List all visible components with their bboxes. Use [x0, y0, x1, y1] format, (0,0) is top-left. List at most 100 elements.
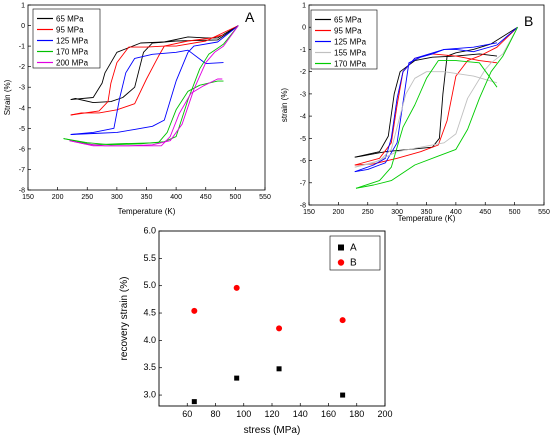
x-tick-label: 180	[349, 409, 364, 419]
chart-panel-scatter: 60 80 100 120 140 160 180 200 3.0 3.5 4.0 4.5 5.0 5.5…	[119, 226, 393, 437]
legend-scatter: AB	[329, 235, 381, 271]
series-group-scatter	[191, 284, 346, 405]
chart-panel-b: 150 200 250 300 350 400 450 500 550 -8 -7 -6 -5 -4 -3 -…	[280, 3, 550, 224]
y-tick-label: 5.5	[143, 253, 156, 263]
x-tick-label: 500	[230, 194, 242, 201]
y-tick-label: -7	[300, 180, 306, 187]
y-tick-label: -5	[300, 136, 306, 143]
x-tick-label: 500	[509, 209, 521, 216]
axes-a: 150 200 250 300 350 400 450 500 550 -8 -7 -6 -5 -4 -3 -…	[19, 3, 271, 202]
y-axis-label-scatter: recovery strain (%)	[119, 277, 130, 361]
legend-label: 65 MPa	[334, 16, 362, 25]
y-tick-label: -2	[19, 64, 25, 71]
series-line-65-mpa-cooling	[354, 26, 518, 158]
legend-label: 170 MPa	[334, 60, 367, 69]
series-line-125-mpa-cooling	[354, 26, 518, 173]
x-tick-label: 200	[377, 409, 392, 419]
y-tick-label: -6	[19, 146, 25, 153]
x-tick-label: 140	[293, 409, 308, 419]
panel-label-a: A	[245, 9, 255, 25]
y-tick-label: -2	[300, 69, 306, 76]
x-axis-label-a: Temperature (K)	[118, 207, 176, 216]
y-tick-label: 0	[21, 23, 25, 30]
x-tick-label: 250	[81, 194, 93, 201]
legend-label: 95 MPa	[334, 27, 362, 36]
legend-label: B	[350, 258, 357, 269]
y-tick-label: 3.5	[143, 362, 156, 372]
legend-label: 125 MPa	[56, 37, 89, 46]
x-tick-label: 160	[321, 409, 336, 419]
y-tick-label: -4	[19, 105, 25, 112]
x-axis-label-scatter: stress (MPa)	[244, 425, 301, 436]
x-axis-label-b: Temperature (K)	[398, 214, 456, 223]
x-tick-label: 400	[450, 209, 462, 216]
x-tick-label: 200	[333, 209, 345, 216]
x-tick-label: 450	[200, 194, 212, 201]
series-line-95-mpa-heating	[70, 34, 224, 116]
x-tick-label: 350	[421, 209, 433, 216]
data-point-b	[191, 307, 198, 314]
y-tick-label: 4.0	[143, 335, 156, 345]
y-tick-label: 1	[302, 3, 306, 10]
y-tick-label: 3.0	[143, 390, 156, 400]
series-line-200-mpa-heating	[69, 78, 223, 147]
data-point-a	[234, 375, 240, 381]
x-tick-label: 150	[303, 209, 315, 216]
y-tick-label: 5.0	[143, 280, 156, 290]
x-tick-label: 300	[111, 194, 123, 201]
data-point-b	[276, 325, 283, 332]
x-tick-label: 80	[210, 409, 220, 419]
series-line-170-mpa-cooling	[355, 26, 519, 189]
x-tick-label: 550	[259, 194, 271, 201]
y-tick-label: 4.5	[143, 308, 156, 318]
x-tick-label: 550	[538, 209, 550, 216]
legend-label: A	[350, 243, 357, 254]
y-tick-label: -8	[300, 203, 306, 210]
y-axis-label-b: strain (%)	[280, 88, 289, 123]
axes-b: 150 200 250 300 350 400 450 500 550 -8 -7 -6 -5 -4 -3 -…	[300, 3, 550, 217]
axes-scatter: 60 80 100 120 140 160 180 200 3.0 3.5 4.0 4.5 5.0 5.5…	[143, 226, 392, 420]
series-line-65-mpa-heating	[354, 53, 498, 158]
y-tick-label: -6	[300, 158, 306, 165]
legend-a: 65 MPa 95 MPa 125 MPa 170 MPa 200 MPa	[32, 8, 101, 69]
legend-label: 155 MPa	[334, 49, 367, 58]
y-axis-label-a: Strain (%)	[3, 79, 12, 115]
x-tick-label: 300	[391, 209, 403, 216]
legend-label: 95 MPa	[56, 26, 84, 35]
series-line-125-mpa-heating	[354, 42, 498, 173]
x-tick-label: 60	[182, 409, 192, 419]
series-line-155-mpa-heating	[354, 71, 498, 168]
data-point-a	[340, 392, 346, 398]
legend-label: 125 MPa	[334, 38, 367, 47]
x-tick-label: 250	[362, 209, 374, 216]
x-tick-label: 120	[264, 409, 279, 419]
series-group-a	[63, 25, 239, 147]
x-tick-label: 350	[141, 194, 153, 201]
chart-panel-a: 150 200 250 300 350 400 450 500 550 -8 -7 -6 -5 -4 -3 -…	[3, 3, 271, 217]
series-line-170-mpa-heating	[355, 60, 498, 189]
series-line-95-mpa-cooling	[354, 26, 518, 166]
y-tick-label: -4	[300, 114, 306, 121]
y-tick-label: 6.0	[143, 226, 156, 236]
legend-b: 65 MPa 95 MPa 125 MPa 155 MPa 170 MPa	[310, 9, 378, 70]
legend-swatch	[338, 244, 344, 251]
series-line-155-mpa-cooling	[354, 26, 518, 168]
x-tick-label: 100	[236, 409, 251, 419]
x-tick-label: 200	[52, 194, 64, 201]
legend-box	[329, 235, 381, 271]
series-line-95-mpa-cooling	[70, 25, 239, 116]
y-tick-label: -1	[19, 44, 25, 51]
y-tick-label: -3	[300, 91, 306, 98]
y-tick-label: -8	[19, 188, 25, 195]
y-tick-label: -5	[19, 126, 25, 133]
data-point-a	[191, 399, 197, 405]
series-group-b	[354, 26, 519, 189]
legend-label: 170 MPa	[56, 48, 89, 57]
legend-label: 200 MPa	[56, 59, 89, 68]
y-tick-label: -1	[300, 47, 306, 54]
data-point-a	[276, 366, 282, 372]
y-tick-label: 0	[302, 25, 306, 32]
series-line-125-mpa-cooling	[70, 25, 239, 135]
legend-swatch	[337, 259, 345, 266]
